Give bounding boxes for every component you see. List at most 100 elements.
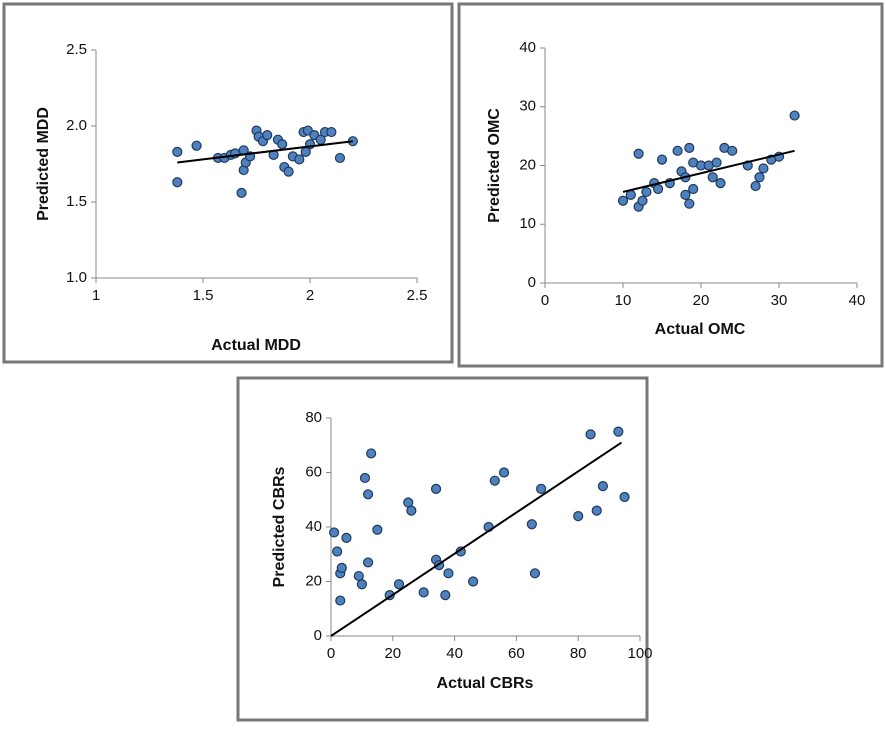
panel-frame bbox=[2, 2, 454, 364]
data-point bbox=[789, 110, 800, 121]
y-tick-label: 2.5 bbox=[66, 41, 87, 58]
x-tick-label: 2.5 bbox=[407, 287, 428, 304]
x-tick-label: 60 bbox=[508, 645, 525, 662]
y-tick-label: 40 bbox=[519, 39, 536, 56]
data-point bbox=[336, 562, 347, 573]
data-point bbox=[641, 186, 652, 198]
x-tick-label: 20 bbox=[693, 292, 710, 309]
data-point bbox=[573, 510, 584, 522]
trendline bbox=[330, 441, 623, 637]
y-axis-title: Predicted MDD bbox=[35, 107, 52, 221]
data-point bbox=[362, 489, 374, 500]
data-point bbox=[498, 467, 510, 478]
data-point bbox=[430, 483, 442, 494]
data-point bbox=[750, 180, 761, 192]
y-tick-label: 20 bbox=[305, 572, 322, 589]
x-tick-label: 100 bbox=[627, 645, 652, 662]
x-tick-label: 0 bbox=[541, 292, 549, 309]
x-axis-title: Actual OMC bbox=[655, 321, 746, 338]
data-point bbox=[633, 148, 644, 159]
panel-frame bbox=[236, 376, 649, 722]
data-point bbox=[328, 527, 340, 538]
y-tick-label: 20 bbox=[519, 156, 536, 173]
data-point bbox=[652, 183, 664, 195]
data-point bbox=[332, 546, 343, 557]
y-tick-label: 60 bbox=[305, 463, 322, 480]
x-tick-label: 2 bbox=[306, 287, 314, 304]
data-point bbox=[236, 187, 247, 198]
data-point bbox=[684, 142, 695, 153]
data-point bbox=[406, 505, 417, 516]
data-point bbox=[440, 590, 451, 601]
data-point bbox=[418, 587, 429, 598]
data-point bbox=[341, 532, 352, 544]
x-tick-label: 20 bbox=[384, 645, 401, 662]
data-point bbox=[277, 139, 288, 150]
data-point bbox=[637, 195, 648, 206]
data-point bbox=[526, 519, 537, 530]
data-point bbox=[443, 568, 454, 579]
data-point bbox=[758, 163, 769, 174]
x-tick-label: 1.5 bbox=[193, 287, 214, 304]
y-tick-label: 1.5 bbox=[66, 193, 87, 210]
data-point bbox=[489, 475, 500, 486]
data-point bbox=[536, 483, 547, 494]
data-point bbox=[619, 491, 630, 503]
data-point bbox=[585, 429, 596, 440]
y-tick-label: 0 bbox=[528, 274, 536, 291]
data-point bbox=[294, 154, 305, 165]
trendline bbox=[622, 149, 795, 193]
data-point bbox=[393, 579, 405, 590]
data-point bbox=[754, 172, 765, 183]
data-point bbox=[356, 579, 367, 590]
data-point bbox=[680, 189, 691, 200]
data-point bbox=[613, 426, 624, 437]
data-point bbox=[366, 448, 377, 459]
y-axis-title: Predicted OMC bbox=[486, 108, 503, 223]
x-axis-title: Actual CBRs bbox=[437, 675, 534, 692]
data-point bbox=[617, 195, 629, 206]
data-point bbox=[672, 145, 683, 156]
data-point bbox=[591, 505, 602, 516]
data-point bbox=[529, 568, 541, 579]
data-point bbox=[597, 481, 609, 492]
y-tick-label: 1.0 bbox=[66, 269, 87, 286]
data-point bbox=[172, 177, 183, 188]
data-point bbox=[334, 152, 346, 164]
x-tick-label: 0 bbox=[327, 645, 335, 662]
trendline bbox=[177, 140, 353, 164]
y-tick-label: 40 bbox=[305, 518, 322, 535]
y-tick-label: 30 bbox=[519, 98, 536, 115]
data-point bbox=[656, 154, 668, 165]
data-point bbox=[191, 140, 202, 151]
y-tick-label: 2.0 bbox=[66, 117, 87, 134]
x-tick-label: 10 bbox=[615, 292, 632, 309]
data-point bbox=[688, 183, 699, 195]
data-point bbox=[262, 130, 273, 141]
data-point bbox=[715, 178, 726, 189]
y-axis-title: Predicted CBRs bbox=[271, 466, 288, 587]
x-tick-label: 1 bbox=[92, 287, 100, 304]
y-tick-label: 0 bbox=[314, 627, 322, 644]
data-point bbox=[172, 146, 183, 157]
panel-frame bbox=[457, 2, 884, 368]
data-point bbox=[359, 472, 371, 484]
x-tick-label: 80 bbox=[570, 645, 587, 662]
data-point bbox=[362, 557, 374, 568]
data-point bbox=[684, 198, 695, 209]
y-tick-label: 80 bbox=[305, 409, 322, 426]
data-point bbox=[326, 126, 337, 138]
data-point bbox=[711, 157, 722, 168]
data-point bbox=[468, 576, 479, 587]
x-axis-title: Actual MDD bbox=[211, 337, 301, 354]
data-point bbox=[335, 595, 346, 606]
data-point bbox=[707, 172, 718, 183]
data-point bbox=[283, 166, 294, 177]
data-point bbox=[727, 145, 738, 156]
x-tick-label: 30 bbox=[771, 292, 788, 309]
x-tick-label: 40 bbox=[849, 292, 866, 309]
data-point bbox=[372, 524, 383, 535]
y-tick-label: 10 bbox=[519, 215, 536, 232]
